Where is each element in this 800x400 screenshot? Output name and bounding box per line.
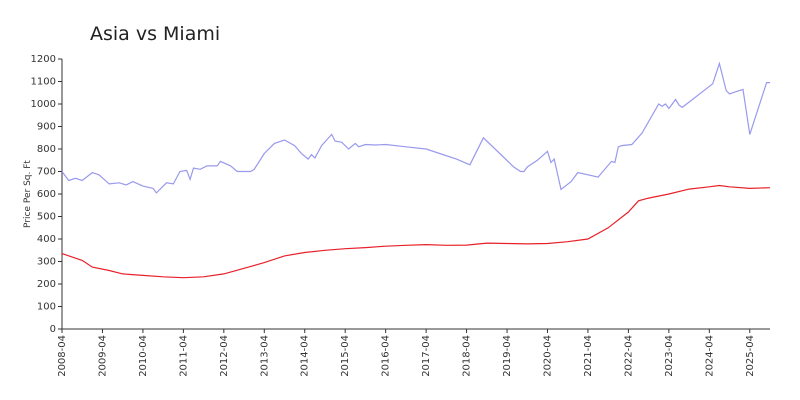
y-tick-label: 200 — [37, 279, 56, 290]
x-tick-label: 2011-04 — [178, 335, 189, 377]
x-tick-label: 2015-04 — [340, 335, 351, 377]
y-tick-label: 100 — [37, 302, 56, 313]
y-tick-label: 700 — [37, 167, 56, 178]
y-tick-label: 600 — [37, 189, 56, 200]
x-tick-label: 2009-04 — [97, 335, 108, 377]
x-tick-label: 2024-04 — [704, 335, 715, 377]
x-tick-label: 2012-04 — [219, 335, 230, 377]
y-tick-label: 1100 — [31, 77, 56, 88]
x-tick-label: 2022-04 — [623, 335, 634, 377]
y-tick-label: 1000 — [31, 99, 56, 110]
series-line — [61, 184, 771, 279]
y-tick-label: 300 — [37, 257, 56, 268]
y-tick-label: 800 — [37, 144, 56, 155]
y-tick-label: 900 — [37, 122, 56, 133]
x-tick-label: 2020-04 — [542, 335, 553, 377]
y-axis-label: Price Per Sq. Ft — [23, 160, 33, 228]
y-tick-label: 0 — [50, 324, 56, 335]
x-tick-label: 2019-04 — [502, 335, 513, 377]
x-tick-label: 2008-04 — [57, 335, 68, 377]
chart-title: Asia vs Miami — [90, 23, 220, 45]
y-tick-label: 400 — [37, 234, 56, 245]
x-tick-label: 2023-04 — [664, 335, 675, 377]
series-line — [61, 61, 770, 194]
x-tick-label: 2021-04 — [583, 335, 594, 377]
x-tick-label: 2016-04 — [381, 335, 392, 377]
x-tick-label: 2013-04 — [259, 335, 270, 377]
y-tick-label: 500 — [37, 212, 56, 223]
x-tick-label: 2010-04 — [138, 335, 149, 377]
y-tick-label: 1200 — [31, 54, 56, 65]
x-tick-label: 2014-04 — [300, 335, 311, 377]
x-tick-label: 2017-04 — [421, 335, 432, 377]
x-tick-label: 2018-04 — [462, 335, 473, 377]
x-tick-label: 2025-04 — [745, 335, 756, 377]
